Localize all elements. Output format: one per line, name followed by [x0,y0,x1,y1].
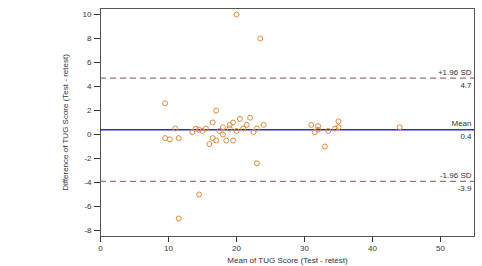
svg-text:-2: -2 [84,154,92,163]
svg-text:Mean of TUG Score (Test - rete: Mean of TUG Score (Test - retest) [227,256,348,265]
svg-text:-3.9: -3.9 [458,184,472,193]
svg-text:0: 0 [98,244,103,253]
svg-text:-8: -8 [84,226,92,235]
svg-text:50: 50 [436,244,445,253]
svg-text:4: 4 [87,82,92,91]
svg-text:40: 40 [368,244,377,253]
svg-text:+1.96 SD: +1.96 SD [438,68,472,77]
svg-text:20: 20 [232,244,241,253]
svg-text:30: 30 [300,244,309,253]
svg-text:-1.96 SD: -1.96 SD [440,171,472,180]
svg-text:Difference of TUG Score (Test: Difference of TUG Score (Test - retest) [61,54,70,191]
svg-text:4.7: 4.7 [460,81,472,90]
svg-text:8: 8 [87,34,92,43]
svg-text:6: 6 [87,58,92,67]
svg-text:-4: -4 [84,178,92,187]
svg-text:0.4: 0.4 [460,132,472,141]
svg-text:10: 10 [164,244,173,253]
svg-text:Mean: Mean [451,119,471,128]
svg-text:0: 0 [87,130,92,139]
svg-text:2: 2 [87,106,92,115]
svg-text:-6: -6 [84,202,92,211]
svg-text:10: 10 [83,10,92,19]
